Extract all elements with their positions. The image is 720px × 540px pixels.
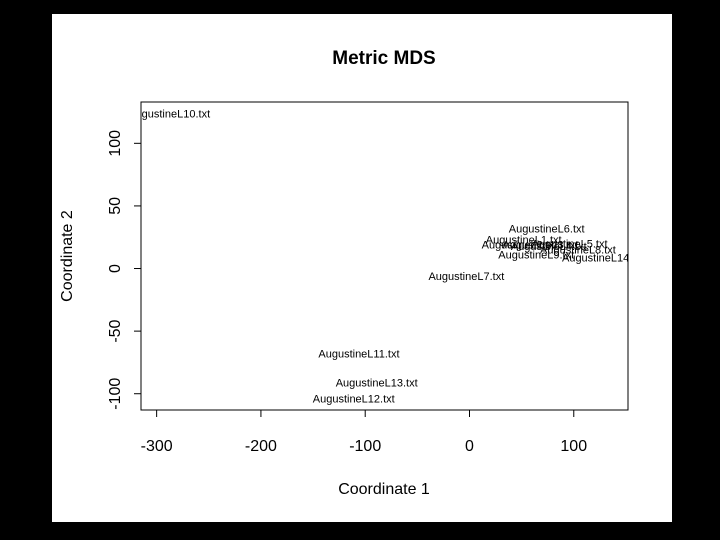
y-tick-label: 50 [107, 197, 124, 215]
y-tick-label: -50 [107, 319, 124, 342]
x-tick-label: 0 [465, 438, 474, 455]
y-axis: -100 -50 0 50 100 [107, 130, 142, 410]
point-label: AugustineL9.txt [498, 250, 574, 262]
x-axis: -300 -200 -100 0 100 [141, 409, 587, 455]
x-tick-label: -100 [349, 438, 381, 455]
chart-title: Metric MDS [332, 48, 435, 69]
y-tick-label: 0 [107, 264, 124, 273]
x-axis-title: Coordinate 1 [338, 481, 430, 498]
point-label: AugustineL6.txt [509, 223, 585, 235]
point-label: AugustineL12.txt [313, 394, 395, 406]
point-label: AugustineL1.txt [486, 235, 562, 247]
chart-panel: Metric MDS -300 -200 -100 0 100 -100 -50 0 50 10… [52, 14, 672, 522]
x-tick-label: -300 [141, 438, 173, 455]
point-label: AugustineL2.txt [482, 240, 558, 252]
y-tick-label: 100 [107, 130, 124, 157]
point-labels: AugustineL10.txtAugustineL6.txtAugustine… [128, 108, 644, 406]
point-label: AugustineL3.txt [502, 240, 578, 252]
point-label: AugustineL4.txt [511, 241, 587, 253]
point-label: AugustineL10.txt [128, 108, 210, 120]
x-tick-label: 100 [560, 438, 587, 455]
point-label: AugustineL13.txt [336, 377, 418, 389]
point-label: AugustineL14.txt [562, 252, 644, 264]
point-label: AugustineL7.txt [428, 271, 504, 283]
point-label: AugustineL11.txt [318, 349, 399, 361]
mds-scatter-chart: Metric MDS -300 -200 -100 0 100 -100 -50 0 50 10… [59, 48, 644, 498]
y-axis-title: Coordinate 2 [59, 210, 76, 302]
point-label: AugustineL8.txt [540, 245, 616, 257]
y-tick-label: -100 [107, 378, 124, 410]
x-tick-label: -200 [245, 438, 277, 455]
point-label: AugustineL5.txt [532, 238, 608, 250]
